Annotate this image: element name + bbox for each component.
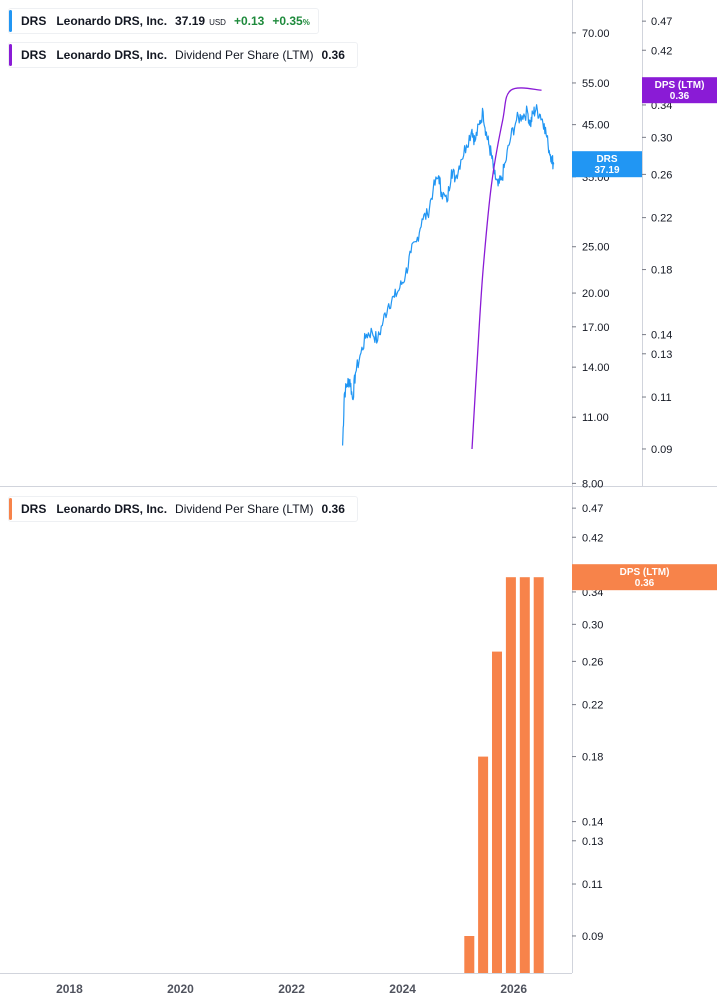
price-axis-label: 8.00: [582, 478, 603, 490]
dps-bottom-axis-label: 0.30: [582, 619, 603, 631]
price-line: [342, 104, 555, 446]
legend-pct-value: +0.35: [272, 14, 303, 28]
legend-metric-name: Dividend Per Share (LTM): [175, 502, 314, 516]
dps-bottom-axis-label: 0.13: [582, 836, 603, 848]
price-axis-label: 14.00: [582, 362, 610, 374]
price-axis-label: 45.00: [582, 120, 610, 132]
price-axis-label: 25.00: [582, 242, 610, 254]
legend-price-change: +0.13: [233, 14, 265, 28]
price-axis-label: 17.00: [582, 322, 610, 334]
dps-bottom-axis-label: 0.26: [582, 656, 603, 668]
dps-bottom-badge-label: DPS (LTM): [620, 567, 670, 578]
dps-bottom-axis-label: 0.11: [582, 879, 603, 891]
price-axis-label: 20.00: [582, 288, 610, 300]
legend-color-bar: [9, 44, 12, 66]
dps-bottom-axis-label: 0.47: [582, 503, 603, 515]
legend-company-name: Leonardo DRS, Inc.: [56, 14, 168, 28]
dps-axis-label: 0.11: [651, 392, 672, 404]
dps-bar: [505, 577, 516, 973]
dps-top-badge-value: 0.36: [670, 91, 690, 102]
dps-axis-label: 0.18: [651, 265, 672, 277]
dps-line: [471, 87, 542, 450]
dps-bar: [533, 577, 544, 973]
time-axis-label: 2024: [389, 982, 416, 996]
dps-axis-label: 0.09: [651, 444, 672, 456]
price-axis-label: 55.00: [582, 78, 610, 90]
time-axis-label: 2020: [167, 982, 194, 996]
dps-bar: [492, 651, 502, 973]
dps-axis-label: 0.26: [651, 169, 672, 181]
dps-top-badge: DPS (LTM)0.36: [642, 77, 717, 104]
legend-ticker: DRS: [21, 14, 47, 28]
dps-axis-label: 0.13: [651, 349, 672, 361]
dps-axis-label: 0.14: [651, 330, 672, 342]
legend-color-bar: [9, 10, 12, 32]
time-axis-label: 2026: [500, 982, 527, 996]
time-axis-label: 2018: [56, 982, 83, 996]
time-axis-label: 2022: [278, 982, 305, 996]
dps-top-badge-label: DPS (LTM): [655, 80, 705, 91]
dps-bar: [519, 577, 530, 973]
dps-top-badge-bg: [642, 77, 717, 104]
legend-color-bar: [9, 498, 12, 520]
legend-price-value: 37.19: [175, 14, 206, 28]
dps-bottom-axis-label: 0.09: [582, 931, 603, 943]
dps-legend-top[interactable]: DRS Leonardo DRS, Inc. Dividend Per Shar…: [8, 42, 358, 68]
dps-bottom-badge-value: 0.36: [635, 578, 655, 589]
dps-bottom-axis-label: 0.22: [582, 700, 603, 712]
legend-metric-name: Dividend Per Share (LTM): [175, 48, 314, 62]
legend-currency: USD: [209, 18, 226, 27]
dps-bottom-badge: DPS (LTM)0.36: [572, 564, 717, 591]
legend-metric-value: 0.36: [321, 48, 345, 62]
price-legend[interactable]: DRS Leonardo DRS, Inc. 37.19 USD +0.13 +…: [8, 8, 319, 34]
dps-bottom-axis-label: 0.14: [582, 817, 603, 829]
price-badge-value: 37.19: [594, 165, 619, 176]
dps-axis-label: 0.22: [651, 213, 672, 225]
dps-bar: [478, 756, 489, 973]
legend-ticker: DRS: [21, 48, 47, 62]
price-badge-bg: [572, 151, 642, 178]
legend-company-name: Leonardo DRS, Inc.: [56, 48, 168, 62]
legend-company-name: Leonardo DRS, Inc.: [56, 502, 168, 516]
dps-legend-bottom[interactable]: DRS Leonardo DRS, Inc. Dividend Per Shar…: [8, 496, 358, 522]
price-axis-label: 11.00: [582, 412, 609, 424]
dps-bottom-axis-label: 0.42: [582, 532, 603, 544]
dps-bottom-badge-bg: [572, 564, 717, 591]
dps-axis-label: 0.42: [651, 45, 672, 57]
dps-bottom-axis-label: 0.18: [582, 752, 603, 764]
series-layer: [342, 87, 555, 973]
dps-bar: [464, 936, 475, 973]
legend-ticker: DRS: [21, 502, 47, 516]
price-badge-label: DRS: [596, 154, 617, 165]
legend-pct-sign: %: [302, 18, 310, 27]
price-axis-label: 70.00: [582, 28, 610, 40]
dps-axis-label: 0.47: [651, 16, 672, 28]
dps-axis-label: 0.30: [651, 132, 672, 144]
legend-price-change-pct: +0.35%: [272, 14, 310, 28]
legend-metric-value: 0.36: [321, 502, 345, 516]
